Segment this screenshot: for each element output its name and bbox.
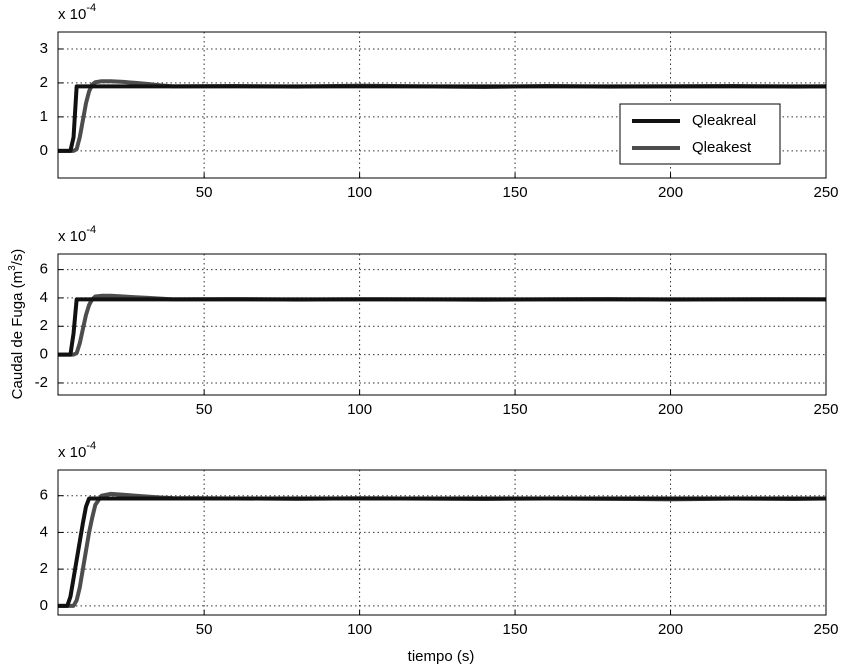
y-label-head: Caudal de Fuga (m bbox=[9, 271, 26, 399]
y-label-tail: /s) bbox=[9, 249, 26, 266]
x-tick-label: 250 bbox=[813, 401, 838, 418]
x-tick-label: 250 bbox=[813, 621, 838, 638]
x-tick-label: 200 bbox=[658, 401, 683, 418]
series-line bbox=[58, 297, 826, 357]
x-tick-label: 50 bbox=[196, 184, 213, 201]
plot-frame bbox=[57, 253, 827, 396]
y-axis-label: Caudal de Fuga (m3/s) bbox=[7, 249, 26, 400]
multiplier-exponent: -4 bbox=[86, 224, 96, 236]
y-tick-label: 6 bbox=[40, 261, 48, 278]
y-tick-label: -2 bbox=[35, 374, 48, 391]
x-tick-label: 200 bbox=[658, 184, 683, 201]
multiplier-base: x 10 bbox=[58, 228, 86, 245]
x-tick-label: 250 bbox=[813, 184, 838, 201]
y-tick-label: 0 bbox=[40, 597, 48, 614]
y-tick-label: 0 bbox=[40, 346, 48, 363]
y-tick-label: 3 bbox=[40, 40, 48, 57]
x-tick-label: 100 bbox=[347, 401, 372, 418]
y-tick-label: 4 bbox=[40, 523, 48, 540]
x-tick-label: 100 bbox=[347, 621, 372, 638]
multiplier-base: x 10 bbox=[58, 444, 86, 461]
legend-label: Qleakreal bbox=[692, 112, 756, 129]
x-axis-label: tiempo (s) bbox=[408, 648, 475, 665]
plot-frame bbox=[57, 31, 827, 179]
x-tick-label: 50 bbox=[196, 401, 213, 418]
y-tick-label: 4 bbox=[40, 289, 48, 306]
plot-frame bbox=[57, 469, 827, 616]
y-multiplier: x 10-4 bbox=[58, 224, 96, 245]
y-tick-label: 6 bbox=[40, 487, 48, 504]
y-label-sup: 3 bbox=[7, 265, 18, 271]
x-tick-label: 50 bbox=[196, 621, 213, 638]
x-tick-label: 150 bbox=[503, 401, 528, 418]
legend-box bbox=[619, 103, 781, 165]
y-tick-label: 0 bbox=[40, 142, 48, 159]
legend-label: Qleakest bbox=[692, 139, 752, 156]
x-tick-label: 200 bbox=[658, 621, 683, 638]
x-tick-label: 150 bbox=[503, 621, 528, 638]
series-line bbox=[58, 84, 826, 153]
plot-area bbox=[58, 254, 826, 395]
plot-area bbox=[58, 470, 826, 615]
multiplier-exponent: -4 bbox=[86, 440, 96, 452]
series-line bbox=[58, 496, 826, 608]
y-tick-label: 1 bbox=[40, 108, 48, 125]
y-multiplier: x 10-4 bbox=[58, 2, 96, 23]
y-tick-label: 2 bbox=[40, 317, 48, 334]
y-multiplier: x 10-4 bbox=[58, 440, 96, 461]
x-tick-label: 150 bbox=[503, 184, 528, 201]
y-tick-label: 2 bbox=[40, 74, 48, 91]
multiplier-exponent: -4 bbox=[86, 2, 96, 14]
x-tick-label: 100 bbox=[347, 184, 372, 201]
y-tick-label: 2 bbox=[40, 560, 48, 577]
multiplier-base: x 10 bbox=[58, 6, 86, 23]
